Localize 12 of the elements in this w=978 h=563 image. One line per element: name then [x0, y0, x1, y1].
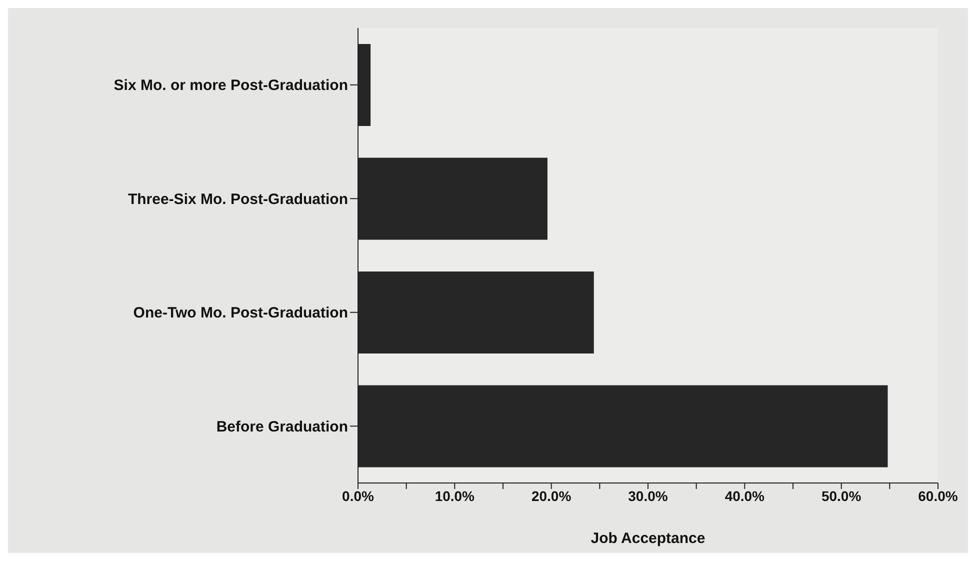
y-tick-label: Six Mo. or more Post-Graduation — [114, 77, 348, 94]
y-tick-label: One-Two Mo. Post-Graduation — [133, 304, 348, 322]
x-tick-label: 10.0% — [434, 488, 476, 504]
x-tick-label: 40.0% — [724, 488, 766, 504]
y-tick-label: Three-Six Mo. Post-Graduation — [128, 190, 348, 208]
x-tick-label: 60.0% — [918, 488, 958, 504]
x-tick-label: 20.0% — [531, 488, 572, 504]
x-tick-label: 30.0% — [628, 488, 668, 504]
x-axis-title: Job Acceptance — [590, 530, 706, 547]
x-tick-label: 50.0% — [821, 488, 862, 504]
x-tick-label: 0.0% — [342, 488, 374, 504]
y-tick-label: Before Graduation — [216, 418, 348, 436]
